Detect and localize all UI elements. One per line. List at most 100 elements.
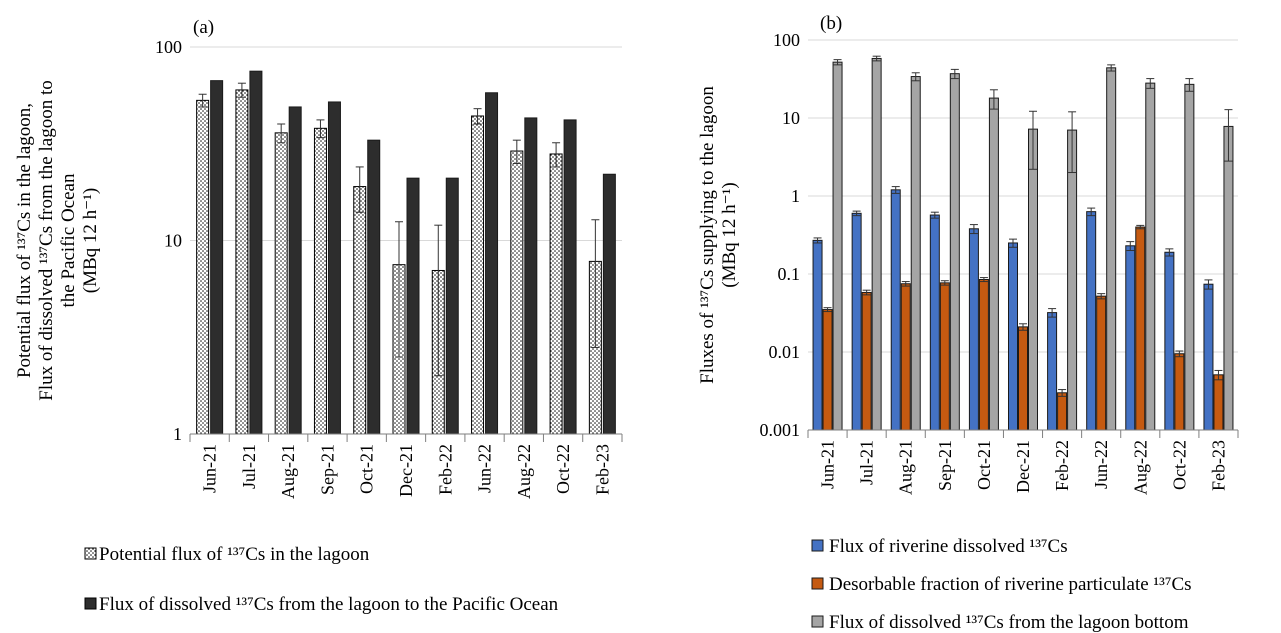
x-tick-label: Feb-22 (435, 444, 455, 495)
x-tick-label: Feb-23 (1208, 440, 1228, 491)
x-tick-label: Aug-22 (514, 444, 534, 499)
bar-10-2 (1223, 125, 1234, 431)
legend-swatch (84, 547, 97, 560)
legend-swatch (811, 577, 824, 590)
y-tick-label: 100 (155, 37, 182, 57)
bar-7-1 (485, 92, 499, 435)
chart-a: 1 10 100 (a) Jun-21 Jul-21 Aug-21 Sep-21 Oct-21 D… (14, 17, 623, 615)
y-tick-label: 1 (791, 186, 800, 206)
bar-2-1 (900, 283, 911, 431)
bar-3-1 (939, 282, 950, 431)
y-tick-label: 1 (173, 424, 182, 444)
bar-6-2 (1067, 129, 1078, 431)
bar-5-0 (1008, 242, 1018, 431)
legend-swatch (811, 539, 824, 552)
y-tick-label: 0.001 (760, 420, 801, 440)
bar-2-1 (288, 106, 302, 435)
bar-4-0 (968, 228, 979, 431)
bar-8-0 (1125, 245, 1136, 431)
bar-4-2 (988, 97, 999, 431)
bar-10-0 (1203, 283, 1214, 431)
x-tick-label: Aug-21 (896, 440, 916, 495)
bar-9-0 (549, 153, 563, 435)
bar-6-0 (1047, 312, 1058, 431)
bar-3-1 (327, 101, 341, 435)
x-tick-label: Jun-22 (475, 444, 495, 493)
y-axis-label: (MBq 12 h⁻¹) (719, 182, 740, 287)
chart-b: 0.001 0.01 0.1 1 10 100 (b) Jun-21 Jul-21 Aug-21 S… (697, 13, 1239, 633)
x-tick-label: Aug-22 (1130, 440, 1150, 495)
x-tick-label: Dec-21 (1013, 440, 1033, 493)
bar-1-0 (235, 89, 249, 435)
bar-1-1 (249, 70, 263, 435)
x-tick-label: Sep-21 (317, 444, 337, 495)
bar-5-2 (1028, 128, 1038, 431)
bar-7-2 (1106, 67, 1117, 431)
bar-9-0 (1164, 251, 1175, 431)
y-tick-label: 10 (782, 108, 800, 128)
x-tick-label: Oct-22 (1169, 440, 1189, 490)
y-tick-label: 100 (773, 30, 800, 50)
bar-7-0 (1086, 211, 1097, 431)
panel-label: (a) (193, 17, 214, 38)
bar-8-1 (1135, 226, 1146, 431)
y-axis-label: Flux of dissolved ¹³⁷Cs from the lagoon … (36, 80, 57, 400)
bar-9-2 (1184, 83, 1195, 431)
y-axis-label: Potential flux of ¹³⁷Cs in the lagoon, (14, 103, 35, 378)
bar-8-1 (524, 117, 538, 435)
y-axis-label: Fluxes of ¹³⁷Cs supplying to the lagoon (697, 86, 718, 384)
bar-4-0 (353, 186, 367, 435)
x-tick-label: Dec-21 (396, 444, 416, 497)
bar-4-1 (367, 139, 381, 435)
bar-7-1 (1096, 295, 1107, 431)
bar-1-0 (851, 212, 862, 431)
legend-label: Flux of dissolved ¹³⁷Cs from the lagoon … (829, 612, 1189, 633)
bar-5-1 (406, 177, 420, 435)
x-tick-label: Sep-21 (935, 440, 955, 491)
bar-1-1 (861, 291, 872, 431)
bar-7-0 (471, 115, 485, 435)
x-tick-label: Oct-22 (553, 444, 573, 494)
bar-6-1 (445, 177, 459, 435)
x-tick-label: Jul-21 (857, 440, 877, 485)
bar-0-2 (832, 61, 843, 431)
bar-2-0 (274, 132, 288, 435)
legend-label: Potential flux of ¹³⁷Cs in the lagoon (99, 544, 370, 565)
bar-9-1 (563, 119, 577, 435)
x-tick-label: Oct-21 (357, 444, 377, 494)
bar-8-2 (1145, 82, 1156, 431)
x-tick-label: Jul-21 (239, 444, 259, 489)
x-tick-label: Jun-22 (1091, 440, 1111, 489)
x-tick-label: Feb-22 (1052, 440, 1072, 491)
legend-swatch (84, 597, 97, 610)
bar-9-1 (1174, 353, 1185, 431)
panel-label: (b) (820, 13, 842, 34)
bar-3-2 (949, 73, 960, 431)
bar-3-0 (313, 127, 327, 435)
legend-swatch (811, 615, 824, 628)
x-tick-label: Jun-21 (200, 444, 220, 493)
x-tick-label: Jun-21 (818, 440, 838, 489)
bar-10-1 (1213, 374, 1224, 431)
bar-8-0 (510, 150, 524, 435)
bar-0-0 (196, 99, 210, 435)
y-axis-label: the Pacific Ocean (58, 173, 79, 307)
bar-2-2 (910, 76, 921, 431)
y-tick-label: 0.01 (769, 342, 801, 362)
bar-2-0 (890, 189, 901, 431)
legend-label: Flux of riverine dissolved ¹³⁷Cs (829, 536, 1068, 557)
bar-3-0 (929, 214, 940, 431)
bar-5-1 (1018, 326, 1028, 431)
bar-10-1 (602, 173, 616, 435)
bar-0-0 (812, 239, 823, 431)
y-tick-label: 10 (164, 231, 182, 251)
bar-1-2 (871, 57, 882, 431)
bar-6-1 (1057, 392, 1068, 431)
y-axis-label: (MBq 12 h⁻¹) (80, 188, 101, 293)
bar-0-1 (210, 80, 224, 435)
x-tick-label: Aug-21 (278, 444, 298, 499)
bar-0-1 (822, 309, 833, 431)
y-tick-label: 0.1 (778, 264, 801, 284)
legend-label: Desorbable fraction of riverine particul… (829, 574, 1192, 595)
